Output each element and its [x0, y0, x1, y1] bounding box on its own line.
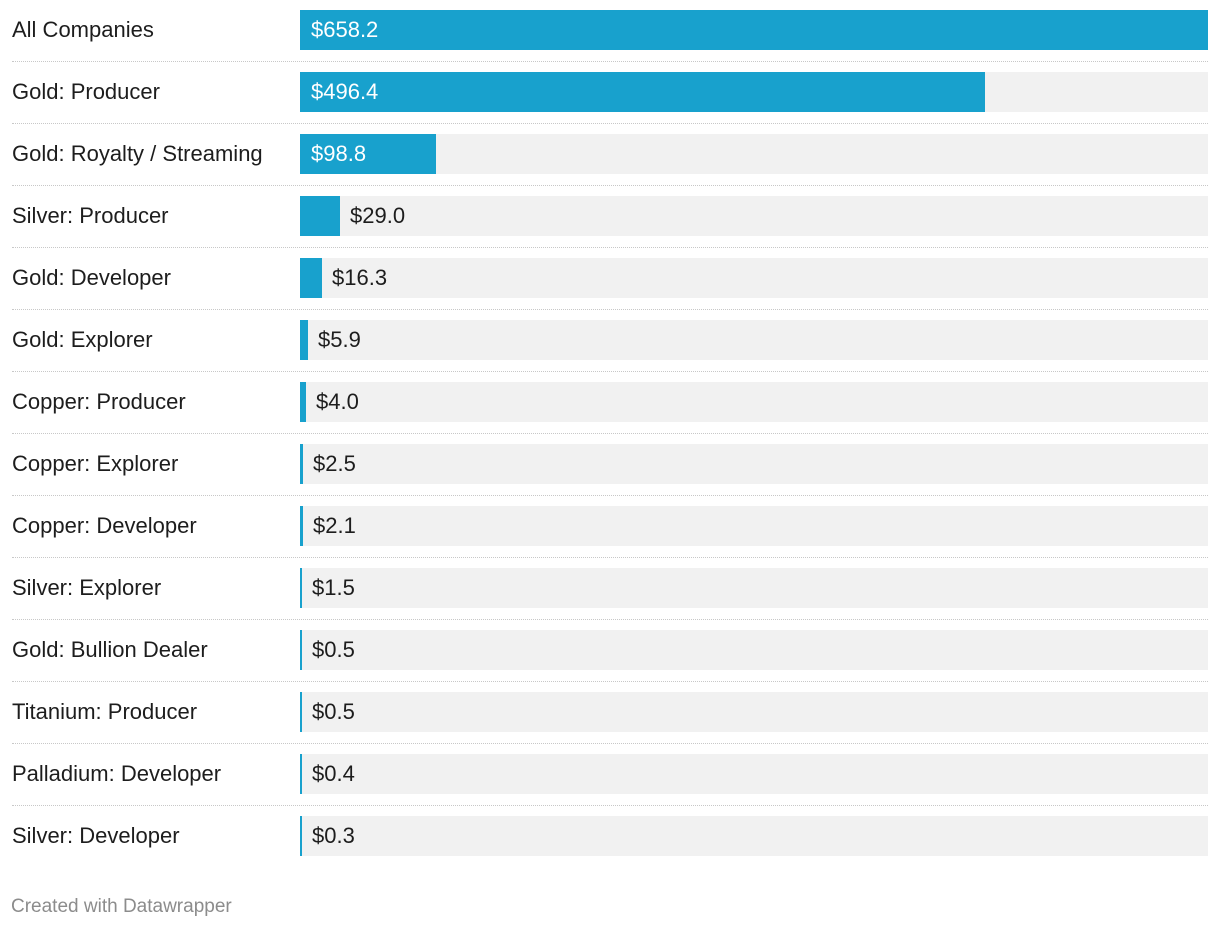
row-divider: [12, 61, 1208, 62]
value-label: $658.2: [311, 17, 379, 42]
bar[interactable]: [300, 568, 302, 608]
row-divider: [12, 619, 1208, 620]
bar-row: Silver: Explorer $1.5: [0, 558, 1220, 620]
bar-track: [300, 630, 1208, 670]
bar[interactable]: [300, 816, 302, 856]
value-label: $98.8: [311, 141, 367, 166]
value-label: $16.3: [332, 265, 388, 290]
bar-row: Palladium: Developer $0.4: [0, 744, 1220, 806]
value-label: $1.5: [312, 575, 355, 600]
category-label: Silver: Explorer: [12, 575, 162, 600]
bar[interactable]: [300, 506, 303, 546]
row-divider: [12, 433, 1208, 434]
category-label: Silver: Developer: [12, 823, 180, 848]
bar[interactable]: [300, 10, 1208, 50]
bar-chart: All Companies $658.2 Gold: Producer $496.4 G…: [0, 0, 1220, 868]
row-divider: [12, 247, 1208, 248]
category-label: Gold: Explorer: [12, 327, 153, 352]
category-label: Titanium: Producer: [12, 699, 198, 724]
bar[interactable]: [300, 134, 436, 174]
category-label: Copper: Explorer: [12, 451, 179, 476]
bar-row: Copper: Developer $2.1: [0, 496, 1220, 558]
bar-row: Gold: Producer $496.4: [0, 62, 1220, 124]
bar-track: [300, 568, 1208, 608]
value-label: $5.9: [318, 327, 361, 352]
bar-row: Gold: Royalty / Streaming $98.8: [0, 124, 1220, 186]
bar[interactable]: [300, 692, 302, 732]
bar-track: [300, 382, 1208, 422]
bar[interactable]: [300, 196, 340, 236]
category-label: Silver: Producer: [12, 203, 169, 228]
category-label: Gold: Developer: [12, 265, 171, 290]
bar-track: [300, 320, 1208, 360]
value-label: $2.1: [313, 513, 356, 538]
bar-row: Copper: Explorer $2.5: [0, 434, 1220, 496]
category-label: Palladium: Developer: [12, 761, 222, 786]
bar-track: [300, 134, 1208, 174]
row-divider: [12, 557, 1208, 558]
bar-track: [300, 754, 1208, 794]
value-label: $0.5: [312, 637, 355, 662]
bar[interactable]: [300, 630, 302, 670]
bar-track: [300, 196, 1208, 236]
category-label: Gold: Royalty / Streaming: [12, 141, 263, 166]
bar-track: [300, 444, 1208, 484]
bar-row: Gold: Developer $16.3: [0, 248, 1220, 310]
bar[interactable]: [300, 320, 308, 360]
bar-track: [300, 506, 1208, 546]
value-label: $0.3: [312, 823, 355, 848]
category-label: Gold: Bullion Dealer: [12, 637, 208, 662]
row-divider: [12, 805, 1208, 806]
row-divider: [12, 743, 1208, 744]
category-label: Copper: Developer: [12, 513, 197, 538]
bar-track: [300, 692, 1208, 732]
bar[interactable]: [300, 72, 985, 112]
category-label: Gold: Producer: [12, 79, 160, 104]
value-label: $4.0: [316, 389, 359, 414]
row-divider: [12, 309, 1208, 310]
bar-row: Silver: Developer $0.3: [0, 806, 1220, 868]
datawrapper-credit[interactable]: Created with Datawrapper: [11, 896, 232, 917]
value-label: $496.4: [311, 79, 379, 104]
value-label: $2.5: [313, 451, 356, 476]
bar[interactable]: [300, 754, 302, 794]
bar[interactable]: [300, 382, 306, 422]
bar-row: Copper: Producer $4.0: [0, 372, 1220, 434]
category-label: All Companies: [12, 17, 154, 42]
value-label: $29.0: [350, 203, 406, 228]
row-divider: [12, 123, 1208, 124]
row-divider: [12, 185, 1208, 186]
bar-row: Titanium: Producer $0.5: [0, 682, 1220, 744]
value-label: $0.5: [312, 699, 355, 724]
bar-row: Gold: Explorer $5.9: [0, 310, 1220, 372]
bar-row: All Companies $658.2: [0, 0, 1220, 62]
row-divider: [12, 495, 1208, 496]
bar-row: Silver: Producer $29.0: [0, 186, 1220, 248]
bar[interactable]: [300, 444, 303, 484]
bar[interactable]: [300, 258, 322, 298]
bar-row: Gold: Bullion Dealer $0.5: [0, 620, 1220, 682]
bar-track: [300, 258, 1208, 298]
row-divider: [12, 371, 1208, 372]
value-label: $0.4: [312, 761, 355, 786]
bar-track: [300, 816, 1208, 856]
category-label: Copper: Producer: [12, 389, 186, 414]
row-divider: [12, 681, 1208, 682]
